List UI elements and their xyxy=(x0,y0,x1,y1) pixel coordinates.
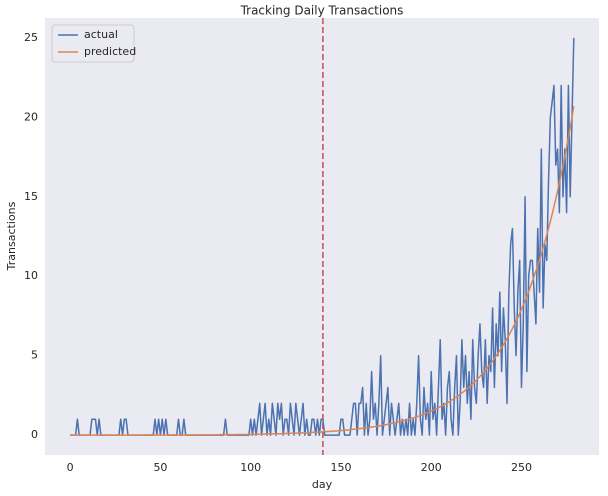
x-tick-label: 250 xyxy=(511,461,532,474)
y-axis-label: Transactions xyxy=(5,201,18,271)
y-tick-label: 5 xyxy=(31,349,38,362)
x-tick-label: 100 xyxy=(240,461,261,474)
x-tick-label: 0 xyxy=(67,461,74,474)
y-tick-label: 10 xyxy=(24,269,38,282)
y-tick-label: 15 xyxy=(24,190,38,203)
plot-area xyxy=(45,18,599,455)
y-tick-label: 0 xyxy=(31,428,38,441)
chart-title: Tracking Daily Transactions xyxy=(240,4,404,18)
x-tick-label: 150 xyxy=(330,461,351,474)
legend-label: actual xyxy=(84,28,118,41)
y-tick-label: 25 xyxy=(24,31,38,44)
x-tick-label: 50 xyxy=(153,461,167,474)
x-axis-label: day xyxy=(312,478,333,491)
legend-label: predicted xyxy=(84,45,136,58)
series-line xyxy=(70,106,575,436)
x-tick-label: 200 xyxy=(421,461,442,474)
y-tick-label: 20 xyxy=(24,110,38,123)
